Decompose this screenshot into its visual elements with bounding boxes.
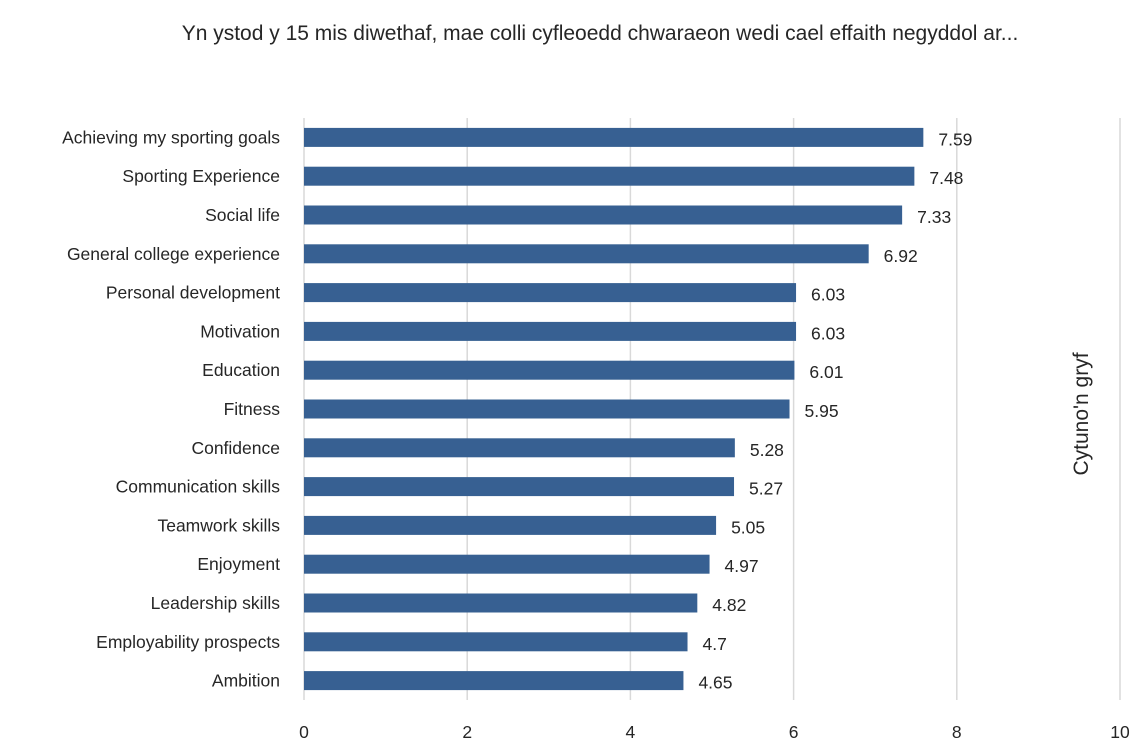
value-label: 7.48 — [929, 168, 963, 188]
value-label: 6.92 — [884, 246, 918, 266]
category-label: Education — [202, 360, 280, 380]
value-label: 4.82 — [712, 595, 746, 615]
category-label: Fitness — [224, 399, 281, 419]
bar — [304, 360, 795, 380]
value-label: 6.03 — [811, 285, 845, 305]
bar — [304, 205, 903, 225]
category-label: Confidence — [191, 438, 280, 458]
side-axis-label: Cytuno'n gryf — [1070, 352, 1093, 476]
bar — [304, 283, 797, 303]
category-label: Employability prospects — [96, 632, 280, 652]
x-tick-label: 10 — [1110, 722, 1130, 740]
bar — [304, 515, 717, 535]
x-axis-ticks: 0 2 4 6 8 10 — [299, 722, 1130, 740]
value-label: 5.05 — [731, 517, 765, 537]
x-tick-label: 6 — [789, 722, 799, 740]
category-label: Communication skills — [116, 477, 281, 497]
x-tick-label: 4 — [626, 722, 636, 740]
value-labels: 7.59 7.48 7.33 6.92 6.03 6.03 6.01 5.95 5.28 5.27… — [698, 129, 972, 692]
value-label: 4.7 — [703, 634, 727, 654]
category-label: Sporting Experience — [122, 166, 280, 186]
x-tick-label: 0 — [299, 722, 309, 740]
bars — [304, 127, 924, 691]
bar — [304, 321, 797, 341]
category-label: Leadership skills — [151, 593, 281, 613]
value-label: 4.97 — [725, 556, 759, 576]
bar — [304, 593, 698, 613]
bar — [304, 632, 688, 652]
category-label: General college experience — [67, 244, 280, 264]
value-label: 4.65 — [698, 673, 732, 693]
category-label: Achieving my sporting goals — [62, 127, 280, 147]
bar — [304, 671, 684, 691]
value-label: 5.28 — [750, 440, 784, 460]
bar — [304, 127, 924, 147]
chart-title: Yn ystod y 15 mis diwethaf, mae colli cy… — [181, 22, 1019, 45]
category-label: Social life — [205, 205, 280, 225]
category-labels: Achieving my sporting goals Sporting Expe… — [62, 127, 280, 690]
bar — [304, 438, 735, 458]
value-label: 7.33 — [917, 207, 951, 227]
bar — [304, 166, 915, 186]
x-tick-label: 2 — [462, 722, 472, 740]
category-label: Ambition — [212, 671, 280, 691]
value-label: 6.01 — [809, 362, 843, 382]
category-label: Personal development — [106, 283, 280, 303]
value-label: 5.95 — [805, 401, 839, 421]
value-label: 6.03 — [811, 323, 845, 343]
bar — [304, 477, 735, 497]
category-label: Motivation — [200, 321, 280, 341]
bar — [304, 244, 869, 264]
bar — [304, 399, 790, 419]
bar — [304, 554, 710, 574]
category-label: Teamwork skills — [157, 515, 280, 535]
x-tick-label: 8 — [952, 722, 962, 740]
value-label: 7.59 — [938, 129, 972, 149]
category-label: Enjoyment — [197, 554, 280, 574]
value-label: 5.27 — [749, 479, 783, 499]
